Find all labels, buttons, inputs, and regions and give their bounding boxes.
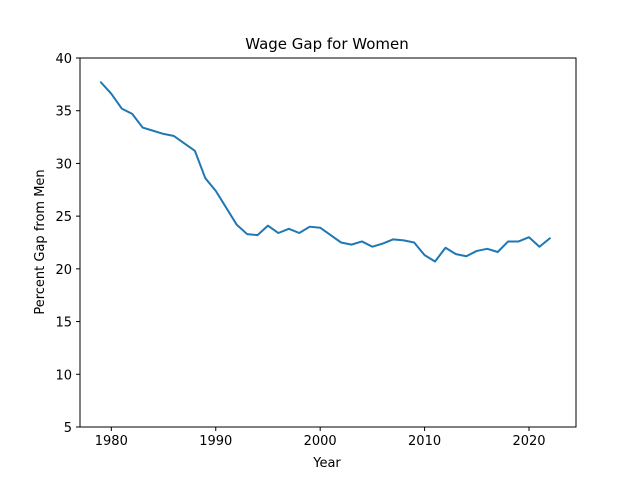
y-tick-label: 35 [55,105,72,120]
y-tick-label: 30 [55,157,72,172]
chart-title: Wage Gap for Women [245,35,409,53]
y-tick-label: 25 [55,210,72,225]
plot-area: 1980 1990 2000 2010 2020 5 10 15 20 25 30 35 40 [55,52,577,449]
x-tick-label: 1990 [199,434,232,449]
series-layer [99,81,551,263]
y-tick-label: 5 [64,421,72,436]
y-tick-label: 20 [55,263,72,278]
x-tick-label: 1980 [95,434,128,449]
y-tick-label: 10 [55,368,72,383]
y-tick-label: 15 [55,316,72,331]
x-tick-label: 2020 [512,434,545,449]
axes-frame [79,57,577,428]
x-tick-label: 2000 [304,434,337,449]
x-tick-label: 2010 [408,434,441,449]
y-axis: 5 10 15 20 25 30 35 40 [55,52,80,436]
x-axis: 1980 1990 2000 2010 2020 [95,427,546,449]
x-axis-label: Year [312,456,341,471]
y-axis-label: Percent Gap from Men [33,169,48,314]
y-tick-label: 40 [55,52,72,67]
series-line-0 [99,81,551,263]
